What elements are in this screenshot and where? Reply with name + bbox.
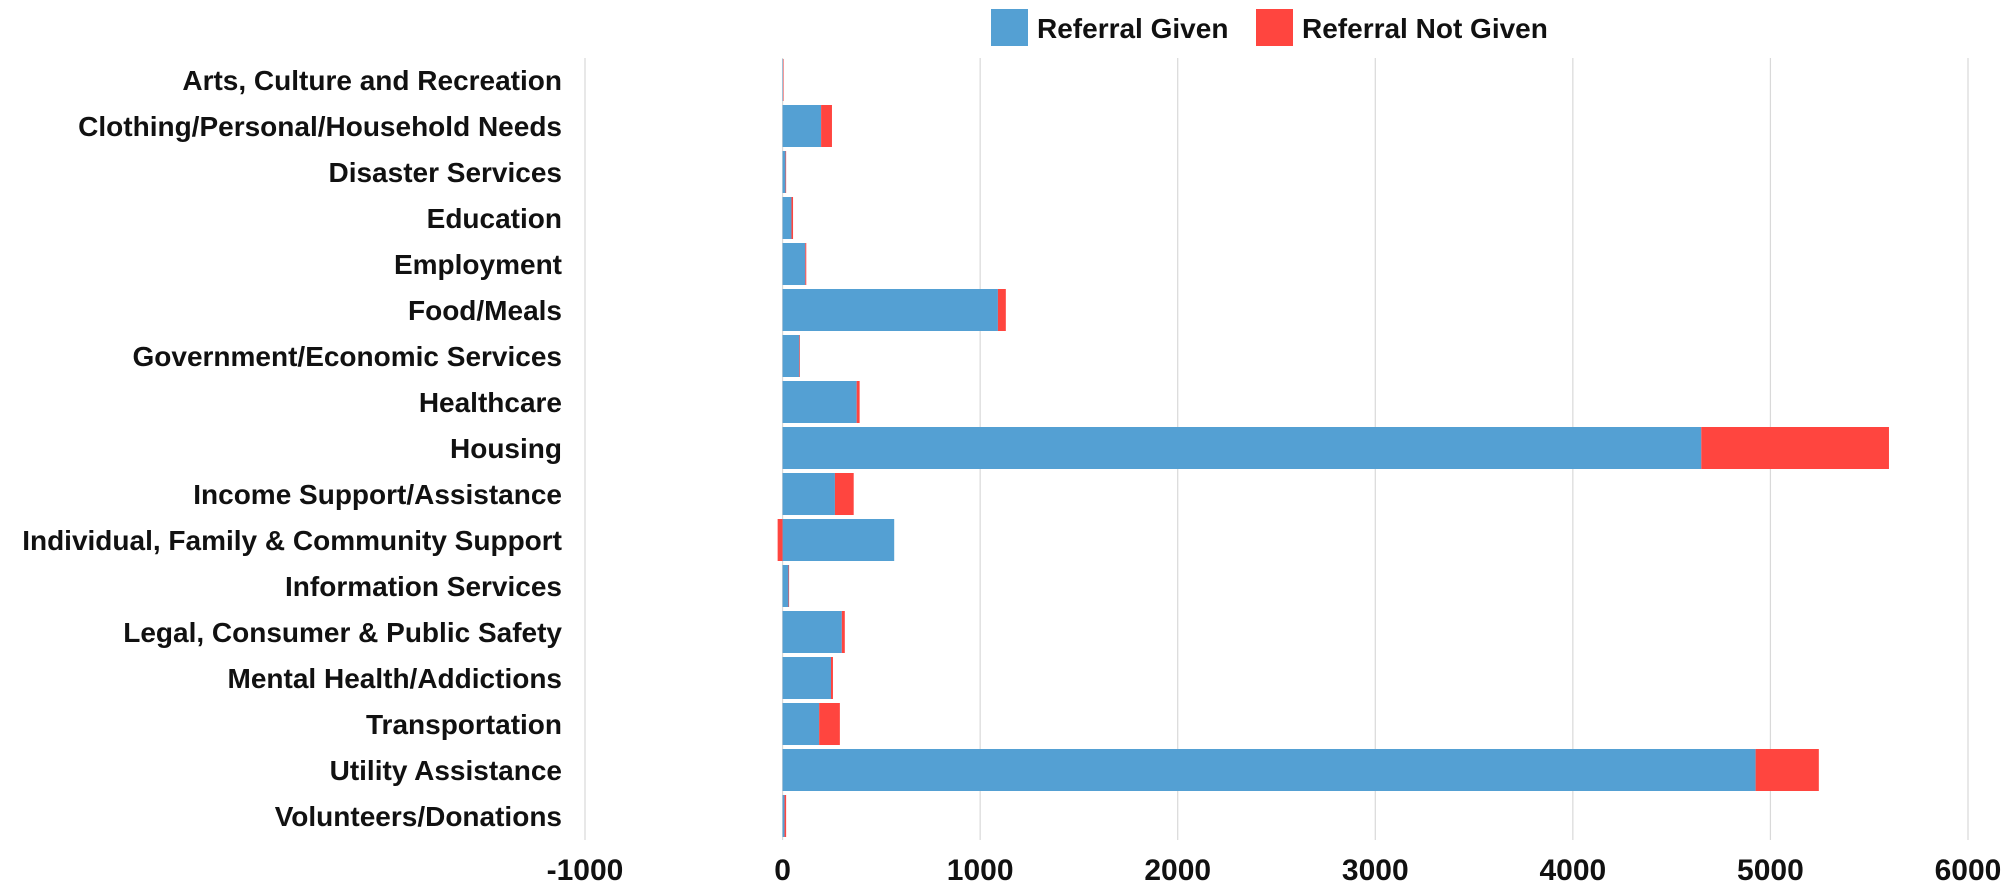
- x-tick-label: -1000: [547, 854, 624, 883]
- bar-referral-given: [782, 795, 785, 837]
- legend-swatch: [991, 9, 1028, 46]
- category-label: Housing: [450, 433, 562, 464]
- x-tick-label: 3000: [1342, 854, 1409, 883]
- bar-referral-given: [782, 519, 895, 561]
- bar-referral-given: [782, 335, 800, 377]
- bar-referral-given: [782, 59, 784, 101]
- bar-referral-not-given: [1701, 427, 1889, 469]
- category-label: Transportation: [366, 709, 562, 740]
- category-label: Volunteers/Donations: [275, 801, 562, 832]
- bar-referral-given: [782, 611, 842, 653]
- category-label: Mental Health/Addictions: [228, 663, 562, 694]
- x-tick-label: 5000: [1737, 854, 1804, 883]
- bar-referral-not-given: [819, 703, 840, 745]
- bar-referral-not-given: [791, 197, 794, 239]
- category-label: Clothing/Personal/Household Needs: [78, 111, 562, 142]
- bar-referral-not-given: [777, 519, 783, 561]
- bar-referral-not-given: [799, 335, 800, 377]
- bar-referral-not-given: [788, 565, 790, 607]
- bar-referral-given: [782, 105, 822, 147]
- legend-label: Referral Not Given: [1302, 13, 1548, 44]
- bar-referral-given: [782, 657, 831, 699]
- category-label: Arts, Culture and Recreation: [182, 65, 562, 96]
- bar-referral-given: [782, 243, 806, 285]
- legend-swatch: [1256, 9, 1293, 46]
- category-label: Disaster Services: [328, 157, 562, 188]
- bar-referral-given: [782, 289, 998, 331]
- category-label: Information Services: [285, 571, 562, 602]
- bar-referral-not-given: [784, 795, 787, 837]
- x-tick-label: 1000: [947, 854, 1014, 883]
- bars: [777, 59, 1889, 837]
- category-label: Government/Economic Services: [132, 341, 562, 372]
- bar-referral-not-given: [834, 473, 854, 515]
- x-tick-label: 6000: [1935, 854, 2002, 883]
- category-label: Employment: [394, 249, 562, 280]
- category-label: Utility Assistance: [330, 755, 562, 786]
- category-label: Healthcare: [419, 387, 562, 418]
- bar-referral-not-given: [997, 289, 1006, 331]
- category-label: Food/Meals: [408, 295, 562, 326]
- legend: Referral Given Referral Not Given: [991, 9, 1548, 46]
- bar-referral-given: [782, 703, 820, 745]
- bar-referral-given: [782, 197, 792, 239]
- category-label: Individual, Family & Community Support: [22, 525, 562, 556]
- bar-referral-not-given: [830, 657, 833, 699]
- bar-referral-given: [782, 473, 835, 515]
- x-axis-tick-labels: -1000 0 1000 2000 3000 4000 5000 6000: [547, 854, 2002, 883]
- bar-referral-not-given: [805, 243, 807, 285]
- category-labels: Arts, Culture and Recreation Clothing/Per…: [22, 65, 562, 832]
- legend-label: Referral Given: [1037, 13, 1228, 44]
- x-tick-label: 0: [774, 854, 791, 883]
- bar-referral-not-given: [785, 151, 787, 193]
- bar-referral-given: [782, 565, 789, 607]
- bar-referral-given: [782, 749, 1756, 791]
- x-tick-label: 4000: [1539, 854, 1606, 883]
- category-label: Education: [427, 203, 562, 234]
- bar-referral-not-given: [783, 59, 784, 101]
- category-label: Income Support/Assistance: [193, 479, 562, 510]
- bar-referral-given: [782, 381, 857, 423]
- bar-referral-given: [782, 427, 1702, 469]
- bar-referral-given: [782, 151, 786, 193]
- x-tick-label: 2000: [1144, 854, 1211, 883]
- bar-referral-not-given: [841, 611, 845, 653]
- bar-referral-not-given: [1755, 749, 1819, 791]
- bar-referral-not-given: [856, 381, 860, 423]
- bar-referral-not-given: [821, 105, 832, 147]
- category-label: Legal, Consumer & Public Safety: [123, 617, 562, 648]
